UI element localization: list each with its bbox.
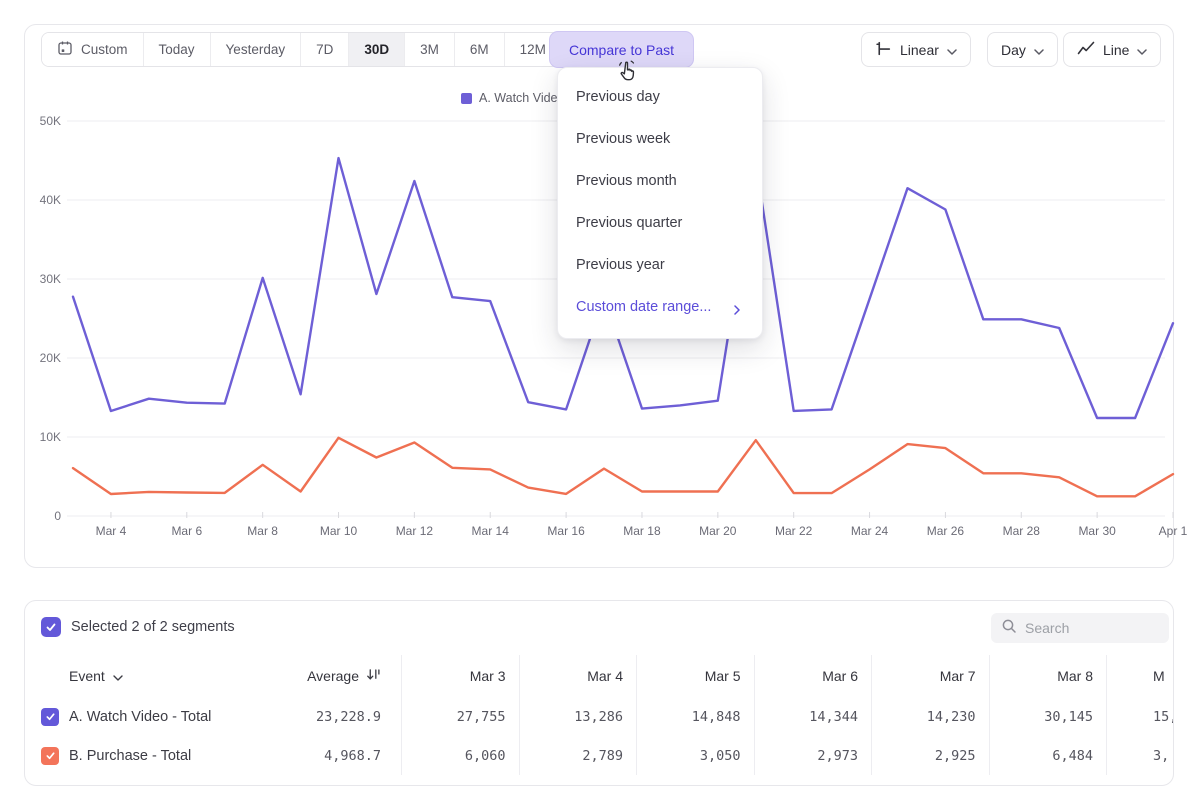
linear-axis-icon xyxy=(875,40,892,60)
x-axis-label: Mar 28 xyxy=(1002,524,1040,538)
cell-value: 27,755 xyxy=(401,697,519,736)
range-custom-label: Custom xyxy=(81,42,128,57)
series-line-a xyxy=(71,156,1175,420)
chevron-down-icon xyxy=(113,668,123,684)
custom-date-range-label: Custom date range... xyxy=(576,299,712,315)
row-label: A. Watch Video - Total xyxy=(69,708,212,725)
x-axis-label: Mar 14 xyxy=(471,524,509,538)
menu-item-previous-month[interactable]: Previous month xyxy=(576,173,677,189)
x-axis-label: Mar 30 xyxy=(1078,524,1116,538)
range-6m-button[interactable]: 6M xyxy=(453,33,504,66)
column-header-mar-7[interactable]: Mar 7 xyxy=(871,655,989,697)
cell-value: 3,050 xyxy=(636,736,754,775)
menu-item-previous-week[interactable]: Previous week xyxy=(576,131,671,147)
x-axis-label: Mar 6 xyxy=(171,524,203,538)
search-box xyxy=(991,613,1169,643)
x-axis-label: Apr 1 xyxy=(1158,524,1188,538)
x-axis-label: Mar 20 xyxy=(699,524,737,538)
chevron-down-icon xyxy=(1034,42,1044,58)
chart-type-select-label: Line xyxy=(1103,41,1130,58)
chart-type-select-button[interactable]: Line xyxy=(1063,32,1162,67)
legend-swatch-series-a xyxy=(461,92,472,104)
select-all-checkbox[interactable] xyxy=(41,617,61,637)
cell-value: 6,060 xyxy=(401,736,519,775)
interval-select-button[interactable]: Day xyxy=(987,32,1058,67)
scale-select-label: Linear xyxy=(900,41,939,58)
event-header-label: Event xyxy=(69,668,105,684)
chevron-down-icon xyxy=(1137,42,1148,58)
line-chart-icon xyxy=(1077,41,1095,58)
chart-card: Custom Today Yesterday 7D 30D 3M 6M 12M … xyxy=(24,24,1187,568)
column-header-mar-3[interactable]: Mar 3 xyxy=(401,655,519,697)
cell-value: 6,484 xyxy=(988,736,1107,775)
menu-item-previous-year[interactable]: Previous year xyxy=(576,257,665,273)
column-header-mar-5[interactable]: Mar 5 xyxy=(636,655,754,697)
column-header-mar-8[interactable]: Mar 8 xyxy=(988,655,1107,697)
segments-card: Selected 2 of 2 segments Event Average xyxy=(24,600,1174,786)
range-7d-button[interactable]: 7D xyxy=(300,33,349,66)
table-row-purchase: B. Purchase - Total 4,968.7 6,060 2,789 … xyxy=(25,736,1173,775)
cell-value-clipped: 15, xyxy=(1106,697,1173,736)
table-row-watch-video: A. Watch Video - Total 23,228.9 27,755 1… xyxy=(25,697,1173,736)
x-axis-label: Mar 22 xyxy=(775,524,813,538)
scale-select-button[interactable]: Linear xyxy=(861,32,971,67)
cell-value: 14,344 xyxy=(753,697,872,736)
x-axis-label: Mar 4 xyxy=(95,524,127,538)
x-axis-label: Mar 16 xyxy=(547,524,585,538)
menu-item-previous-day[interactable]: Previous day xyxy=(576,89,660,105)
column-header-event[interactable]: Event xyxy=(25,655,245,697)
cell-average: 23,228.9 xyxy=(315,708,381,725)
range-custom-button[interactable]: Custom xyxy=(42,33,143,66)
column-header-average[interactable]: Average xyxy=(245,655,401,697)
segments-table: Event Average Mar 3 Mar 4 xyxy=(25,655,1173,775)
series-line-b xyxy=(71,436,1175,498)
range-3m-button[interactable]: 3M xyxy=(404,33,454,66)
y-axis-label: 20K xyxy=(39,351,61,365)
y-axis-label: 30K xyxy=(39,272,61,286)
cell-value: 13,286 xyxy=(518,697,637,736)
row-label: B. Purchase - Total xyxy=(69,747,192,764)
y-axis-label: 40K xyxy=(39,193,61,207)
search-icon xyxy=(1001,618,1017,639)
chevron-right-icon xyxy=(734,303,740,319)
row-checkbox-watch-video[interactable] xyxy=(41,707,59,726)
cell-value: 2,973 xyxy=(753,736,872,775)
cell-value: 2,789 xyxy=(518,736,637,775)
cell-average: 4,968.7 xyxy=(324,747,381,764)
x-axis-label: Mar 8 xyxy=(247,524,278,538)
search-input[interactable] xyxy=(1025,620,1155,636)
x-axis-label: Mar 24 xyxy=(850,524,889,538)
compare-to-past-menu: Previous day Previous week Previous mont… xyxy=(557,67,763,339)
menu-item-previous-quarter[interactable]: Previous quarter xyxy=(576,215,683,231)
range-30d-button[interactable]: 30D xyxy=(348,33,405,66)
calendar-icon xyxy=(57,40,73,59)
y-axis-label: 10K xyxy=(39,430,61,444)
cell-value: 2,925 xyxy=(871,736,989,775)
row-checkbox-purchase[interactable] xyxy=(41,746,59,765)
cell-value-clipped: 3, xyxy=(1106,736,1173,775)
x-axis-label: Mar 10 xyxy=(319,524,358,538)
column-header-mar-4[interactable]: Mar 4 xyxy=(518,655,637,697)
cell-value: 30,145 xyxy=(988,697,1107,736)
column-header-clipped[interactable]: M xyxy=(1106,655,1173,697)
x-axis-label: Mar 18 xyxy=(623,524,661,538)
menu-item-custom-date-range[interactable]: Custom date range... xyxy=(558,286,762,328)
table-header-row: Event Average Mar 3 Mar 4 xyxy=(25,655,1173,697)
y-axis-label: 0 xyxy=(54,509,61,523)
x-axis-label: Mar 26 xyxy=(926,524,965,538)
range-yesterday-button[interactable]: Yesterday xyxy=(209,33,301,66)
average-header-label: Average xyxy=(307,668,359,684)
x-axis-label: Mar 12 xyxy=(395,524,434,538)
sort-descending-icon xyxy=(366,668,381,684)
cell-value: 14,230 xyxy=(871,697,989,736)
compare-to-past-button[interactable]: Compare to Past xyxy=(549,31,695,68)
y-axis-label: 50K xyxy=(39,114,61,128)
chevron-down-icon xyxy=(947,42,957,58)
cell-value: 14,848 xyxy=(636,697,754,736)
selected-summary-label: Selected 2 of 2 segments xyxy=(71,619,235,635)
column-header-mar-6[interactable]: Mar 6 xyxy=(753,655,872,697)
range-today-button[interactable]: Today xyxy=(142,33,210,66)
interval-select-label: Day xyxy=(1001,41,1026,58)
